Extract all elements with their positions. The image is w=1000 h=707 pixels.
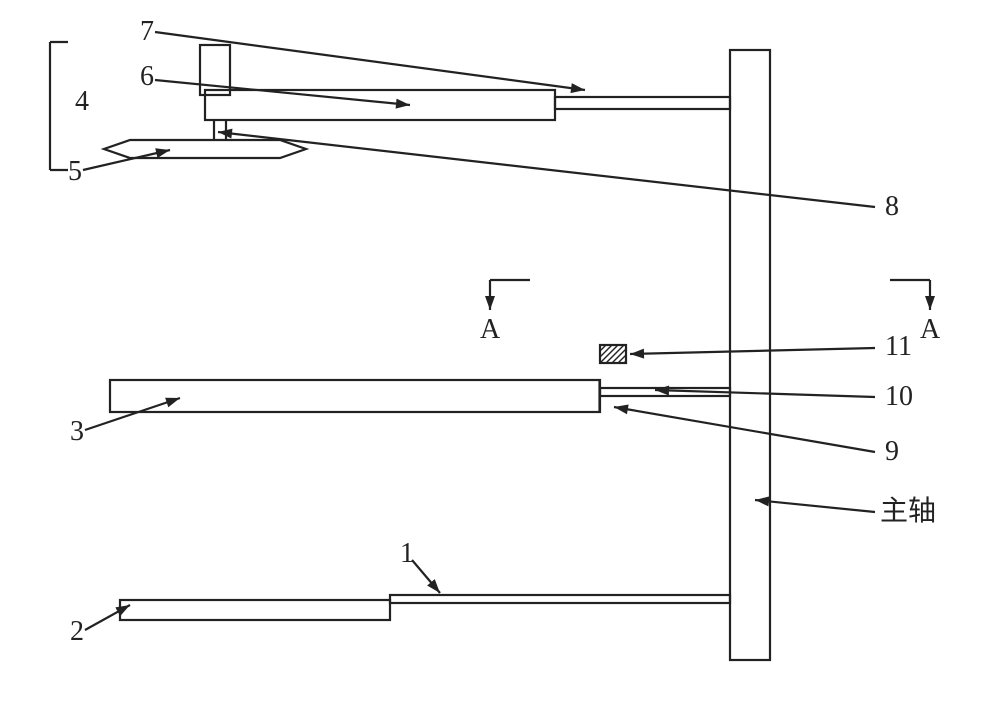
- spindle-label: 主轴: [880, 495, 936, 527]
- svg-text:9: 9: [885, 436, 899, 467]
- svg-text:6: 6: [140, 61, 154, 92]
- svg-text:A: A: [480, 314, 501, 345]
- svg-text:11: 11: [885, 331, 912, 362]
- svg-text:7: 7: [140, 16, 154, 47]
- svg-text:3: 3: [70, 416, 84, 447]
- svg-text:4: 4: [75, 86, 89, 117]
- svg-text:A: A: [920, 314, 941, 345]
- svg-text:1: 1: [400, 538, 414, 569]
- svg-text:5: 5: [68, 156, 82, 187]
- svg-text:8: 8: [885, 191, 899, 222]
- svg-text:10: 10: [885, 381, 913, 412]
- svg-text:2: 2: [70, 616, 84, 647]
